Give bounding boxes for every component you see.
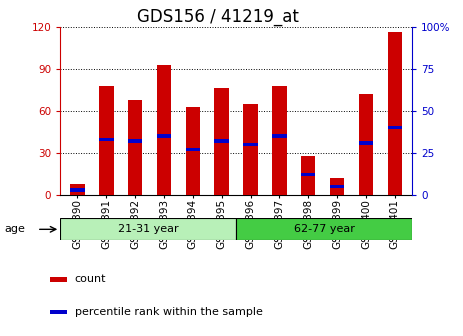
Bar — [388, 126, 402, 129]
Bar — [301, 173, 315, 176]
Bar — [186, 148, 200, 151]
Bar — [244, 143, 258, 146]
Bar — [50, 310, 67, 314]
Bar — [60, 218, 236, 240]
Bar — [388, 33, 402, 195]
Bar — [70, 184, 85, 195]
Bar — [301, 156, 315, 195]
Text: 21-31 year: 21-31 year — [118, 224, 178, 234]
Bar — [359, 94, 373, 195]
Bar — [157, 65, 171, 195]
Bar — [99, 86, 113, 195]
Bar — [244, 104, 258, 195]
Text: age: age — [5, 224, 25, 234]
Bar — [214, 88, 229, 195]
Bar — [236, 218, 412, 240]
Bar — [272, 134, 287, 138]
Bar — [214, 139, 229, 143]
Bar — [359, 141, 373, 144]
Bar — [99, 138, 113, 141]
Bar — [330, 178, 344, 195]
Bar — [128, 139, 143, 143]
Bar — [50, 277, 67, 282]
Bar — [330, 185, 344, 188]
Text: count: count — [75, 275, 106, 284]
Bar — [272, 86, 287, 195]
Bar — [70, 188, 85, 192]
Bar — [186, 107, 200, 195]
Text: percentile rank within the sample: percentile rank within the sample — [75, 307, 263, 317]
Bar — [157, 134, 171, 138]
Text: 62-77 year: 62-77 year — [294, 224, 355, 234]
Text: GDS156 / 41219_at: GDS156 / 41219_at — [137, 8, 299, 27]
Bar — [128, 100, 143, 195]
